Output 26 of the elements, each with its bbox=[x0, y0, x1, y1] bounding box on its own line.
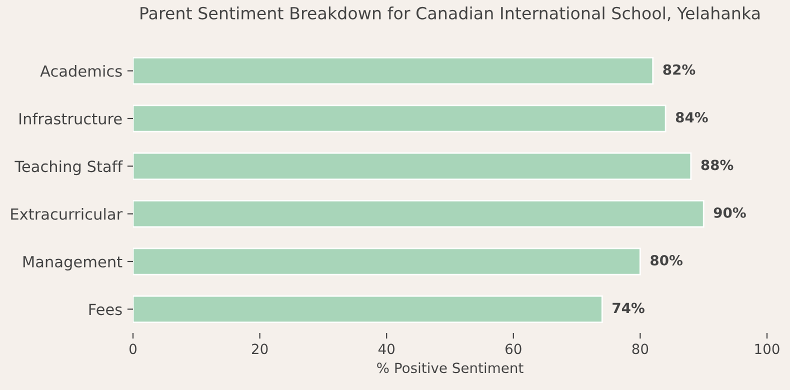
x-tick-label: 40 bbox=[378, 344, 395, 354]
x-tick-label: 60 bbox=[506, 344, 522, 354]
x-tick-label: 100 bbox=[755, 344, 780, 354]
bar bbox=[133, 152, 692, 180]
x-tick-label: 20 bbox=[252, 344, 268, 354]
data-label: 90% bbox=[714, 207, 746, 218]
bar bbox=[133, 295, 603, 323]
data-label: 84% bbox=[676, 112, 708, 123]
bar bbox=[133, 104, 666, 132]
x-tick-label: 0 bbox=[129, 344, 136, 354]
bar bbox=[133, 248, 641, 276]
chart-title: Parent Sentiment Breakdown for Canadian International School, Yelahanka bbox=[140, 6, 760, 22]
y-tick-label: Fees bbox=[89, 304, 122, 316]
data-label: 88% bbox=[701, 160, 734, 170]
data-label: 74% bbox=[612, 302, 644, 314]
data-label: 82% bbox=[663, 64, 696, 75]
bar bbox=[133, 200, 704, 228]
x-tick-label: 80 bbox=[632, 344, 648, 354]
y-tick-label: Academics bbox=[40, 65, 122, 77]
bar bbox=[133, 57, 654, 85]
y-tick-label: Extracurricular bbox=[11, 208, 123, 220]
data-label: 80% bbox=[650, 255, 683, 266]
y-tick-label: Teaching Staff bbox=[14, 160, 123, 176]
y-tick-label: Management bbox=[23, 256, 122, 270]
x-axis-title: % Positive Sentiment bbox=[377, 362, 524, 374]
y-tick-label: Infrastructure bbox=[20, 112, 122, 125]
